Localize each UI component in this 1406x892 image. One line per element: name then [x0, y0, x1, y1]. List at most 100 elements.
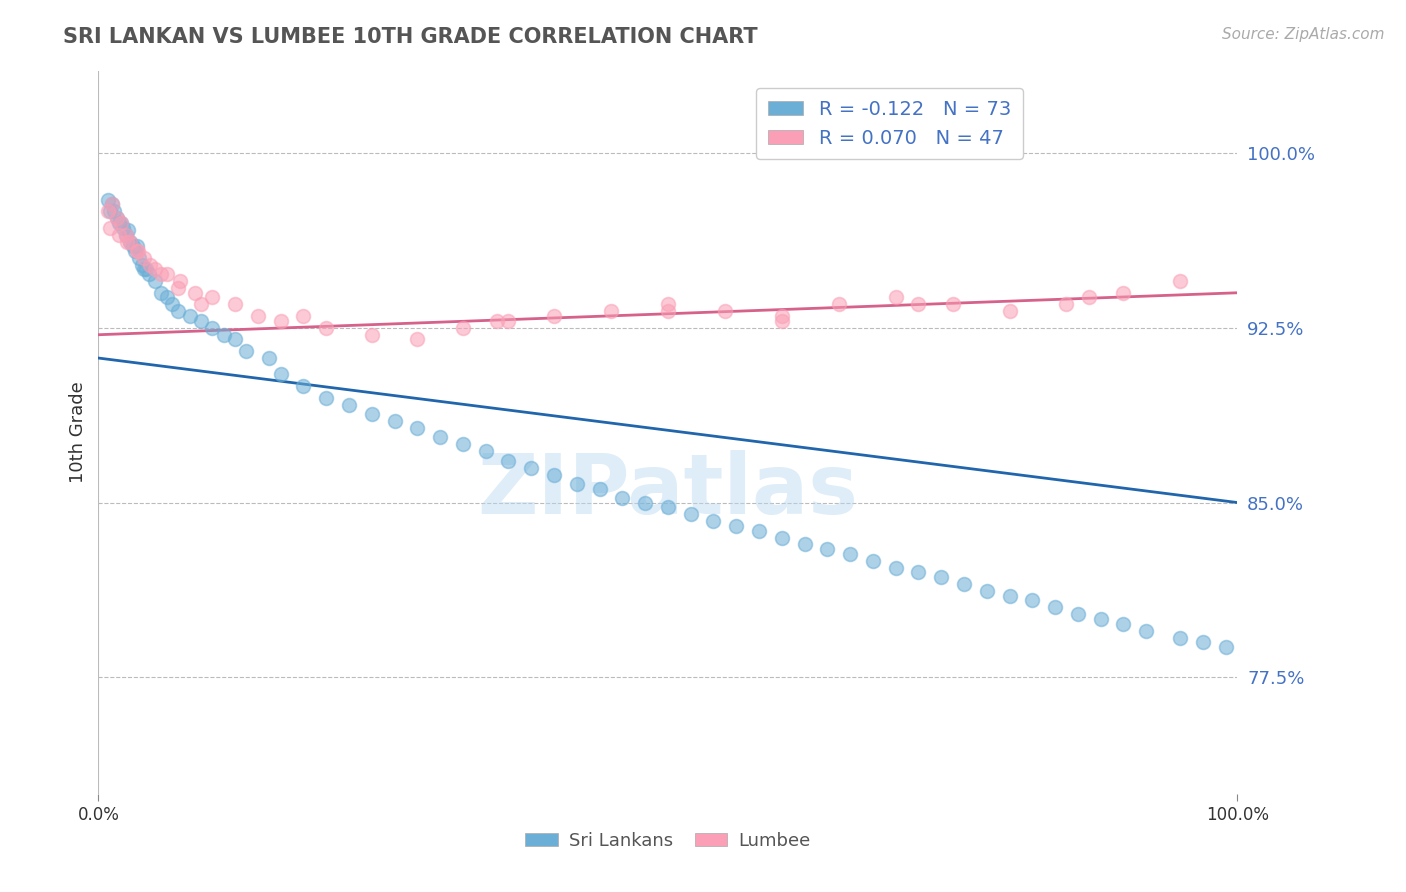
Point [167, 281, 190, 295]
Point [105, 211, 128, 226]
Point [246, 309, 269, 323]
Y-axis label: 10th Grade: 10th Grade [69, 382, 87, 483]
Point [124, 244, 146, 258]
Point [1043, 600, 1066, 615]
Point [150, 267, 173, 281]
Point [156, 290, 179, 304]
Point [406, 421, 429, 435]
Point [1135, 624, 1157, 638]
Point [190, 297, 212, 311]
Point [105, 211, 128, 226]
Text: ZIPatlas: ZIPatlas [478, 450, 858, 531]
Point [138, 258, 160, 272]
Point [1067, 607, 1090, 622]
Point [1078, 290, 1101, 304]
Point [429, 430, 451, 444]
Point [384, 414, 406, 428]
Point [907, 566, 929, 580]
Point [131, 258, 153, 272]
Point [127, 239, 149, 253]
Text: Source: ZipAtlas.com: Source: ZipAtlas.com [1222, 27, 1385, 42]
Point [132, 262, 155, 277]
Point [135, 262, 157, 277]
Point [498, 453, 520, 467]
Point [120, 235, 142, 249]
Point [770, 531, 793, 545]
Point [224, 332, 246, 346]
Point [337, 398, 360, 412]
Point [406, 332, 429, 346]
Point [167, 304, 190, 318]
Point [179, 309, 201, 323]
Point [101, 197, 124, 211]
Point [907, 297, 929, 311]
Point [543, 309, 565, 323]
Point [929, 570, 952, 584]
Point [115, 235, 138, 249]
Point [839, 547, 862, 561]
Point [998, 304, 1021, 318]
Point [1192, 635, 1215, 649]
Point [998, 589, 1021, 603]
Point [748, 524, 770, 538]
Point [101, 197, 124, 211]
Point [451, 320, 474, 334]
Point [315, 320, 337, 334]
Point [600, 304, 623, 318]
Point [127, 244, 149, 258]
Point [1215, 640, 1237, 654]
Point [162, 297, 184, 311]
Point [98, 204, 121, 219]
Point [120, 235, 142, 249]
Point [108, 216, 131, 230]
Point [486, 314, 509, 328]
Point [121, 239, 143, 253]
Point [201, 290, 224, 304]
Point [1021, 593, 1043, 607]
Point [292, 379, 315, 393]
Point [657, 500, 679, 515]
Point [474, 444, 496, 458]
Point [292, 309, 315, 323]
Point [156, 267, 179, 281]
Point [451, 437, 474, 451]
Point [360, 407, 382, 421]
Point [1090, 612, 1112, 626]
Point [884, 290, 907, 304]
Point [315, 391, 337, 405]
Point [138, 267, 160, 281]
Point [520, 460, 543, 475]
Point [127, 244, 149, 258]
Point [110, 216, 132, 230]
Point [110, 216, 132, 230]
Point [1170, 631, 1192, 645]
Point [259, 351, 281, 365]
Point [793, 537, 815, 551]
Point [770, 309, 793, 323]
Point [117, 223, 139, 237]
Point [543, 467, 565, 482]
Point [612, 491, 634, 505]
Point [815, 542, 838, 557]
Point [132, 251, 155, 265]
Point [145, 262, 167, 277]
Point [190, 314, 212, 328]
Point [498, 314, 520, 328]
Point [235, 344, 257, 359]
Point [862, 554, 884, 568]
Point [103, 204, 125, 219]
Point [942, 297, 965, 311]
Point [770, 314, 793, 328]
Point [96, 193, 118, 207]
Point [201, 320, 224, 334]
Point [679, 507, 702, 521]
Point [1112, 616, 1135, 631]
Point [96, 204, 118, 219]
Point [108, 227, 131, 242]
Point [657, 304, 679, 318]
Point [1054, 297, 1078, 311]
Legend: Sri Lankans, Lumbee: Sri Lankans, Lumbee [519, 825, 817, 857]
Point [725, 519, 748, 533]
Point [224, 297, 246, 311]
Point [360, 327, 382, 342]
